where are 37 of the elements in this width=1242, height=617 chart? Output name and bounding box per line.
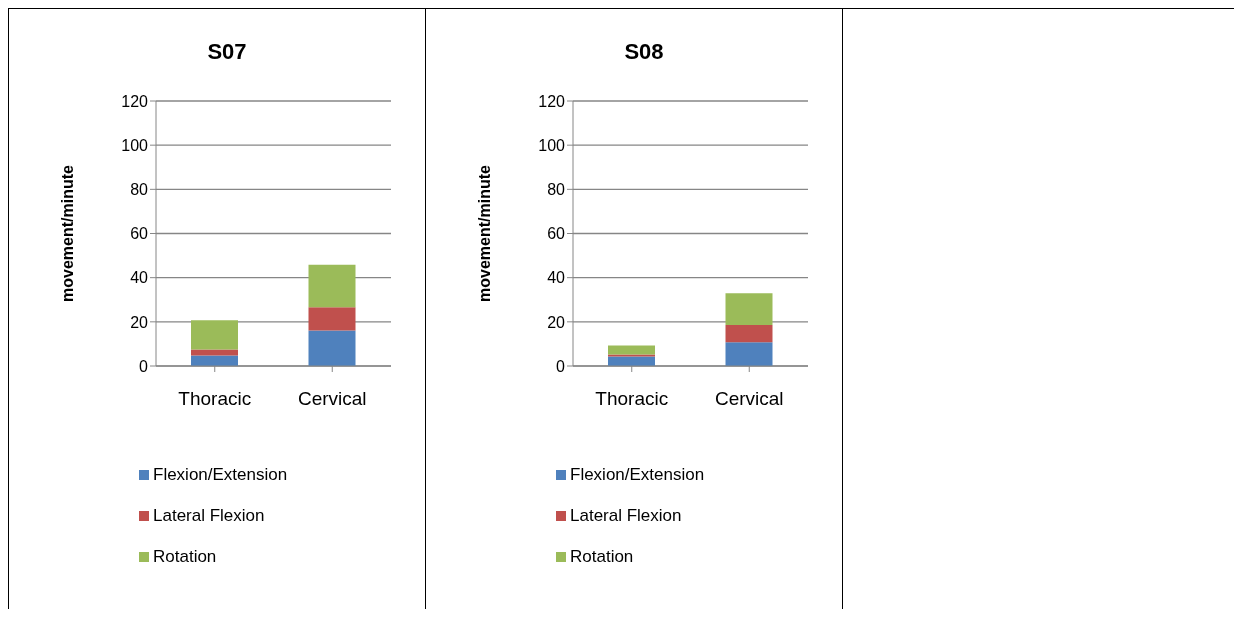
y-tick-label: 120 [121,92,149,110]
chart-title: S08 [623,38,665,66]
x-tick-label: Thoracic [595,388,669,410]
y-tick-label: 80 [547,181,566,199]
y-tick-label: 100 [538,136,566,154]
bar [191,349,238,356]
y-tick-label: 0 [556,357,566,375]
y-axis-title: movement/minute [58,164,76,302]
y-tick-label: 40 [130,269,149,287]
legend-label: Lateral Flexion [153,505,265,526]
bar [191,320,238,350]
y-tick-label: 120 [538,92,566,110]
bar [308,264,356,308]
y-axis-title: movement/minute [475,164,493,302]
y-tick-label: 60 [547,225,566,243]
y-tick-label: 100 [121,136,149,154]
legend-label: Lateral Flexion [570,505,682,526]
y-tick-label: 60 [130,225,149,243]
x-tick-label: Thoracic [178,388,252,410]
legend-label: Flexion/Extension [570,464,705,485]
bar [725,324,773,343]
y-tick-label: 80 [130,181,149,199]
legend-label: Rotation [570,546,634,567]
legend-label: Rotation [153,546,217,567]
bar [308,330,356,366]
bar [725,293,773,325]
x-tick-label: Cervical [714,388,784,410]
bar [308,307,356,331]
y-tick-label: 40 [547,269,566,287]
bar [608,345,655,355]
chart-title: S07 [206,38,248,66]
legend-label: Flexion/Extension [153,464,288,485]
y-tick-label: 20 [547,313,566,331]
y-tick-label: 0 [139,357,149,375]
x-tick-label: Cervical [297,388,367,410]
bar [725,342,773,366]
y-tick-label: 20 [130,313,149,331]
